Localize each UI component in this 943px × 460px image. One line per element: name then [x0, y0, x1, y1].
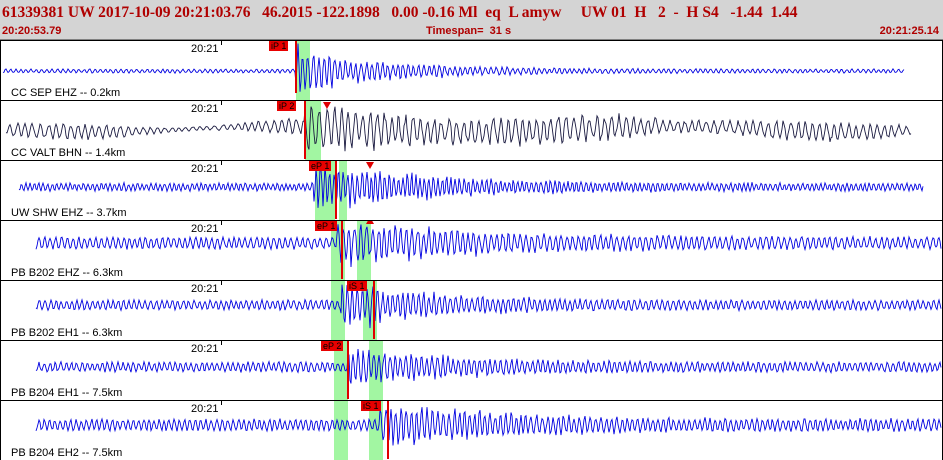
pick-label[interactable]: eP 2: [321, 341, 344, 351]
pick-marker[interactable]: [341, 221, 343, 279]
station-label: CC SEP EHZ -- 0.2km: [11, 87, 121, 99]
pick-marker[interactable]: [347, 341, 349, 399]
station-label: UW SHW EHZ -- 3.7km: [11, 207, 127, 219]
station-label: PB B204 EH1 -- 7.5km: [11, 387, 123, 399]
event-summary: 61339381 UW 2017-10-09 20:21:03.76 46.20…: [2, 4, 798, 21]
time-tick-label: 20:21: [191, 43, 219, 55]
channel-panel[interactable]: eP 1 20:21 UW SHW EHZ -- 3.7km: [0, 160, 943, 220]
waveform-trace: [18, 166, 924, 209]
predicted-arrival-marker: [366, 221, 374, 224]
time-tick-label: 20:21: [191, 283, 219, 295]
pick-marker[interactable]: [387, 401, 389, 459]
time-tick: [221, 221, 222, 225]
time-tick-label: 20:21: [191, 223, 219, 235]
pick-window: [339, 161, 347, 220]
pick-label[interactable]: iS 1: [347, 281, 367, 291]
pick-marker[interactable]: [335, 161, 337, 219]
station-label: PB B204 EH2 -- 7.5km: [11, 447, 123, 459]
pick-label[interactable]: iP 2: [277, 101, 297, 111]
pick-window: [334, 401, 348, 460]
time-tick-label: 20:21: [191, 103, 219, 115]
channel-panel[interactable]: iP 1 20:21 CC SEP EHZ -- 0.2km: [0, 40, 943, 100]
time-tick: [221, 341, 222, 345]
seismogram-panels: iP 1 20:21 CC SEP EHZ -- 0.2km iP 2 20:2…: [0, 40, 943, 460]
waveform-trace: [35, 348, 942, 384]
station-label: CC VALT BHN -- 1.4km: [11, 147, 126, 159]
pick-marker[interactable]: [304, 101, 306, 159]
time-tick: [221, 161, 222, 165]
pick-marker[interactable]: [295, 41, 297, 93]
time-tick: [221, 101, 222, 105]
predicted-arrival-marker: [366, 162, 374, 169]
time-tick: [221, 281, 222, 285]
waveform-trace: [2, 43, 905, 92]
time-tick: [221, 401, 222, 405]
pick-label[interactable]: eP 1: [315, 221, 338, 231]
station-label: PB B202 EH1 -- 6.3km: [11, 327, 123, 339]
channel-panel[interactable]: iP 2 20:21 CC VALT BHN -- 1.4km: [0, 100, 943, 160]
waveform-trace: [35, 407, 942, 446]
channel-panel[interactable]: iS 1 20:21 PB B202 EH1 -- 6.3km: [0, 280, 943, 340]
timespan: Timespan= 31 s: [426, 25, 512, 37]
pick-label[interactable]: eP 1: [309, 161, 332, 171]
waveform-trace: [5, 106, 912, 152]
predicted-arrival-marker: [323, 102, 331, 109]
time-tick-label: 20:21: [191, 163, 219, 175]
pick-label[interactable]: iS 1: [361, 401, 381, 411]
waveform-trace: [35, 284, 942, 329]
channel-panel[interactable]: eP 1 20:21 PB B202 EHZ -- 6.3km: [0, 220, 943, 280]
event-header: 61339381 UW 2017-10-09 20:21:03.76 46.20…: [0, 0, 943, 40]
station-label: PB B202 EHZ -- 6.3km: [11, 267, 123, 279]
time-tick-label: 20:21: [191, 403, 219, 415]
end-time: 20:21:25.14: [879, 25, 939, 37]
channel-panel[interactable]: eP 2 20:21 PB B204 EH1 -- 7.5km: [0, 340, 943, 400]
pick-marker[interactable]: [373, 281, 375, 339]
waveform-trace: [35, 224, 942, 268]
time-tick-label: 20:21: [191, 343, 219, 355]
channel-panel[interactable]: iS 1 20:21 PB B204 EH2 -- 7.5km: [0, 400, 943, 460]
time-tick: [221, 41, 222, 45]
pick-label[interactable]: iP 1: [269, 41, 289, 51]
start-time: 20:20:53.79: [2, 25, 62, 37]
